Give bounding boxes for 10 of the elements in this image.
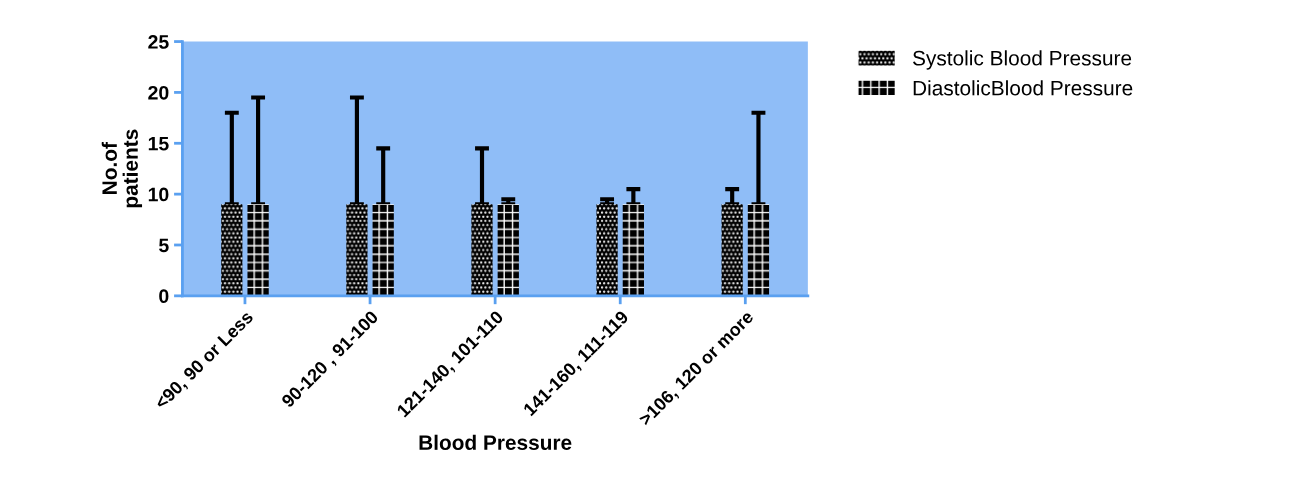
legend-label: Systolic Blood Pressure — [913, 50, 1132, 70]
y-tick-label: 15 — [148, 136, 169, 151]
legend-label: DiastolicBlood Pressure — [913, 80, 1133, 96]
y-tick-label: 10 — [148, 187, 169, 202]
y-tick-label: 0 — [159, 289, 169, 304]
y-tick-label: 20 — [148, 85, 169, 100]
y-tick-label: 25 — [148, 35, 169, 49]
y-axis-title: No.of patients — [101, 129, 143, 208]
x-axis-title: Blood Pressure — [419, 434, 572, 451]
y-tick-label: 5 — [159, 238, 169, 253]
